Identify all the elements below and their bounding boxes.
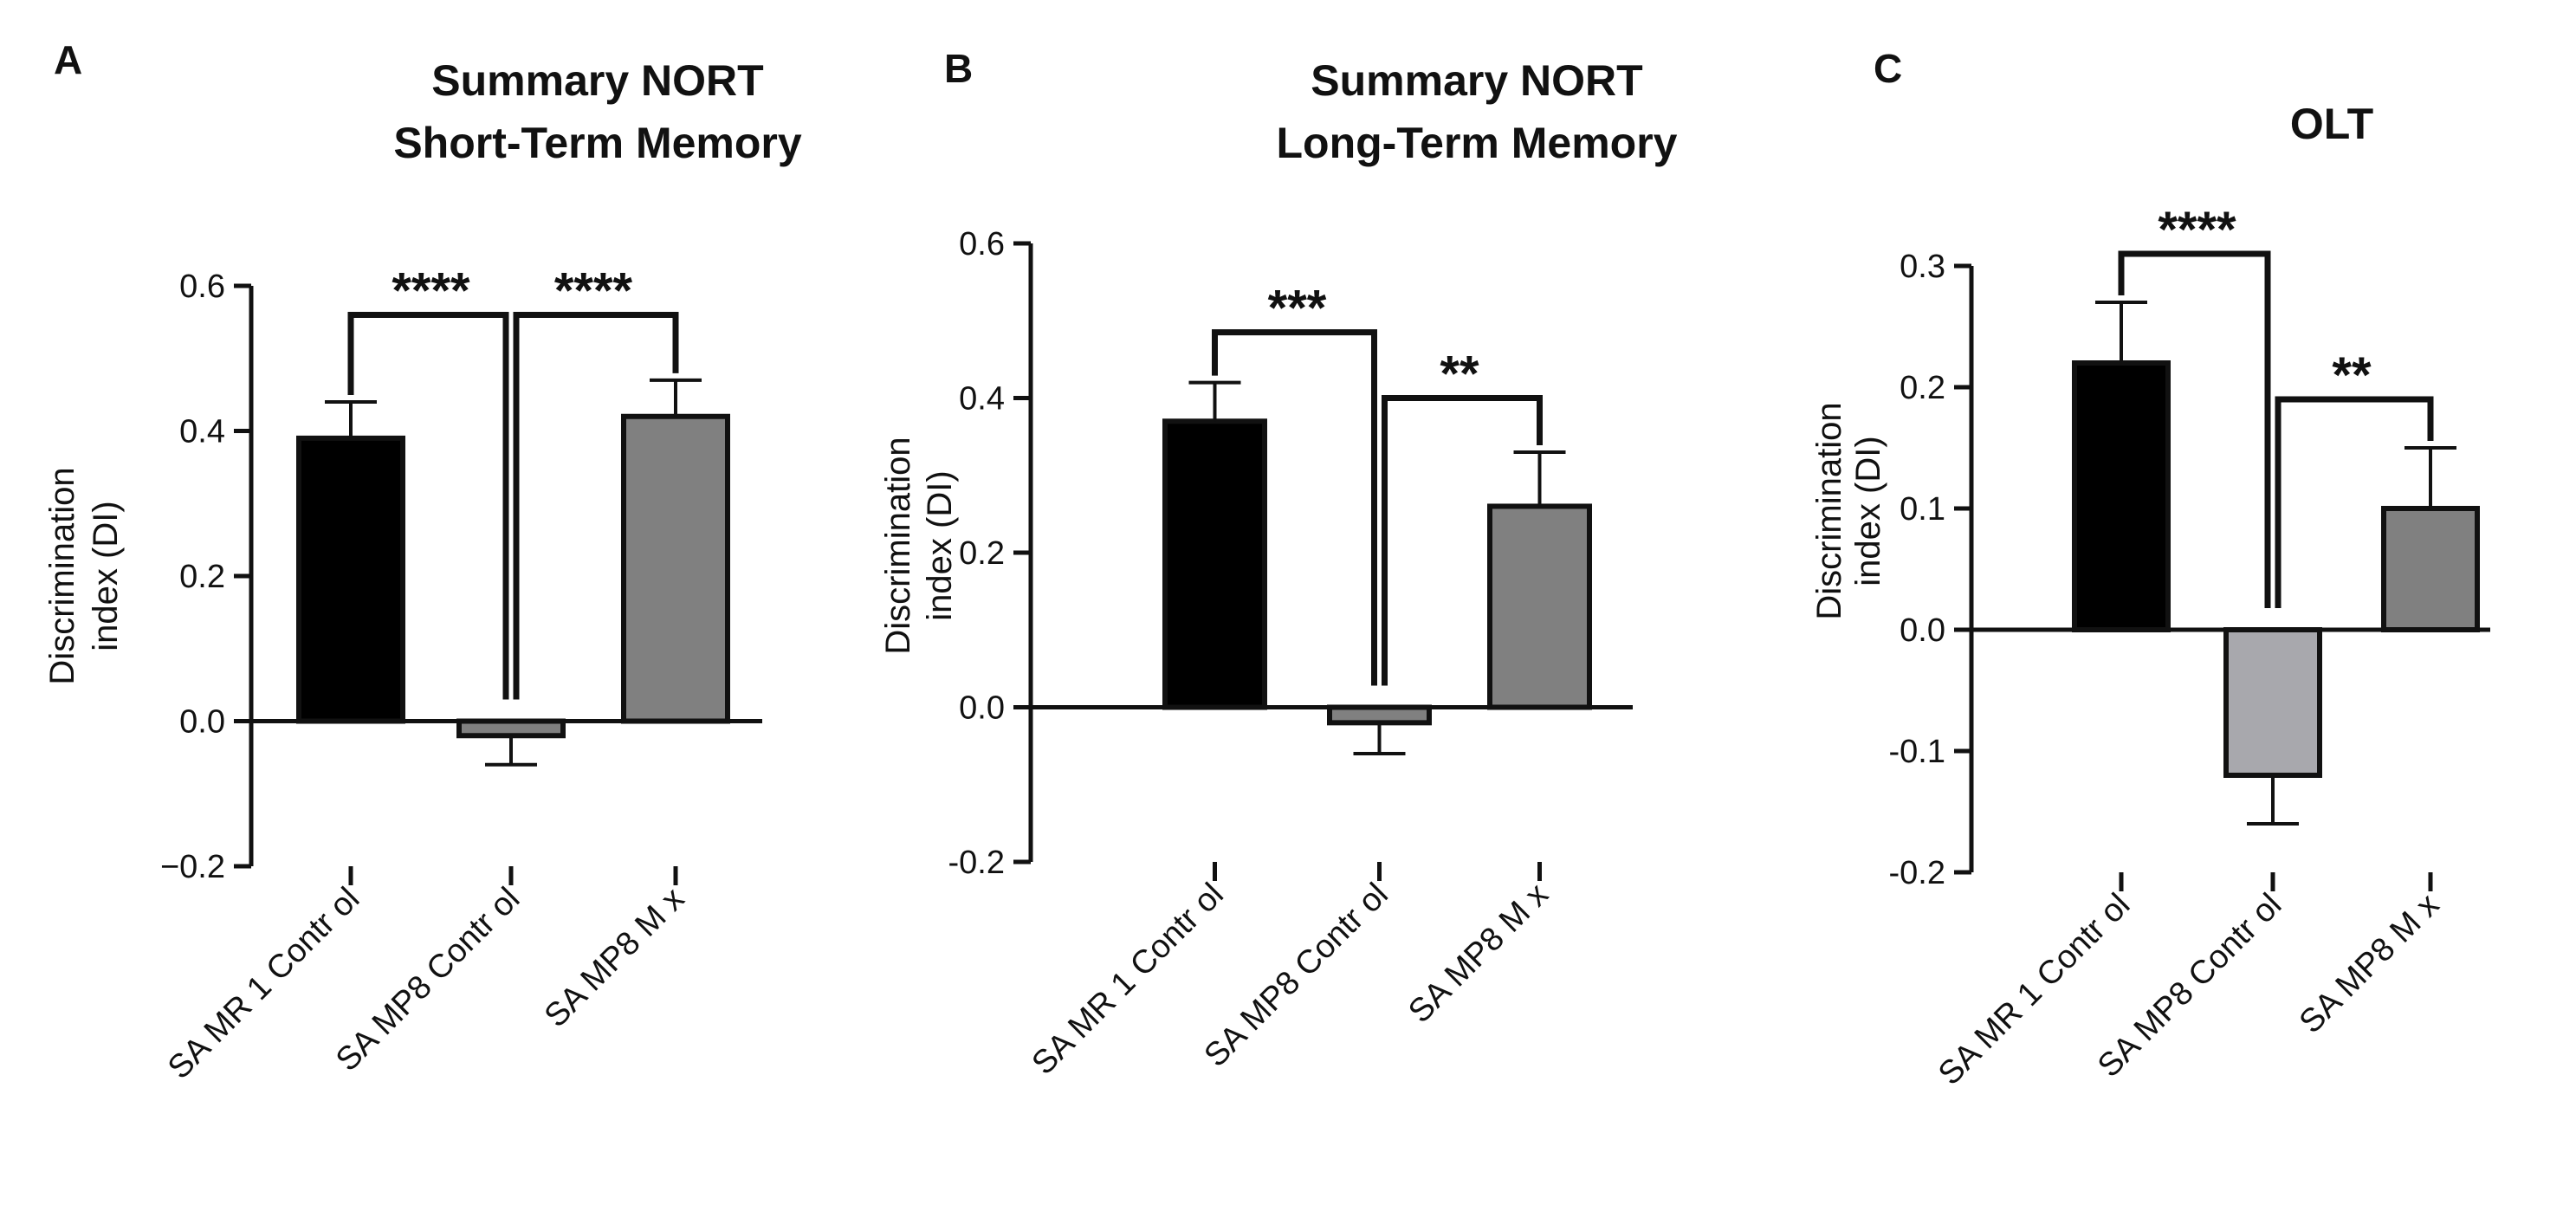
panel-c-category-label-3: SA MP8 M x <box>2293 887 2447 1041</box>
panel-a-y-tick-label-2: 0.2 <box>179 559 225 595</box>
panel-a-y-axis-label-line-2: index (DI) <box>87 501 125 651</box>
panel-a-significance-label-1: **** <box>392 263 470 320</box>
panel-c-y-tick-label-4: 0.2 <box>1900 370 1945 406</box>
panel-b-y-axis-label-line-1: Discrimination <box>879 437 917 654</box>
panel-c-significance-bracket-1 <box>2118 250 2271 608</box>
panel-c-bar-3 <box>2381 506 2480 632</box>
panel-c-y-axis-label-line-2: index (DI) <box>1849 436 1887 586</box>
panel-c-y-tick-label-1: -0.1 <box>1889 734 1945 770</box>
panel-a-bar-2 <box>456 718 566 739</box>
panel-c-y-tick-label-5: 0.3 <box>1900 249 1945 285</box>
panel-a-title-line-2: Short-Term Memory <box>393 119 802 167</box>
panel-b-y-tick-label-3: 0.4 <box>959 381 1005 418</box>
panel-a-y-axis-label-line-1: Discrimination <box>43 467 81 684</box>
panel-a-bar-1 <box>296 435 405 724</box>
panel-a-y-tick-label-4: 0.6 <box>179 269 225 305</box>
panel-b-letter: B <box>944 46 973 91</box>
panel-b-bar-2 <box>1327 704 1432 726</box>
panel-b: B Summary NORT Long-Term Memory Discriminat… <box>879 46 1678 1082</box>
panel-b-significance-bracket-2 <box>1382 395 1543 686</box>
panel-b-bar-3 <box>1487 503 1592 710</box>
panel-b-significance-label-2: ** <box>1440 346 1479 403</box>
panel-c-bar-2 <box>2223 627 2322 778</box>
panel-a: A Summary NORT Short-Term Memory Discrimina… <box>43 37 802 1086</box>
panel-a-y-tick-label-0: −0.2 <box>160 849 225 885</box>
panel-a-title-line-1: Summary NORT <box>431 56 763 105</box>
panel-c-y-tick-label-0: -0.2 <box>1889 855 1945 891</box>
panel-b-title-line-2: Long-Term Memory <box>1277 119 1678 167</box>
panel-a-significance-label-2: **** <box>554 263 633 320</box>
panel-c-y-tick-label-3: 0.1 <box>1900 491 1945 528</box>
panel-b-title-line-1: Summary NORT <box>1311 56 1642 105</box>
panel-b-significance-label-1: *** <box>1268 281 1327 337</box>
panel-c-bar-1 <box>2072 360 2171 632</box>
panel-a-significance-bracket-1 <box>347 312 509 700</box>
panel-b-y-tick-label-1: 0.0 <box>959 690 1005 727</box>
panel-b-y-tick-label-4: 0.6 <box>959 226 1005 262</box>
panel-a-category-label-3: SA MP8 M x <box>538 881 692 1035</box>
panel-c-letter: C <box>1874 46 1902 91</box>
panel-b-bar-1 <box>1162 418 1267 710</box>
panel-c-y-tick-label-2: 0.0 <box>1900 612 1945 649</box>
panel-c-significance-bracket-2 <box>2275 396 2434 608</box>
panel-b-y-tick-label-0: -0.2 <box>948 845 1005 881</box>
panel-c-y-axis-label-line-1: Discrimination <box>1810 402 1848 619</box>
panel-a-letter: A <box>54 37 82 82</box>
panel-c-title-line-1: OLT <box>2290 100 2373 148</box>
panel-a-y-tick-label-1: 0.0 <box>179 704 225 741</box>
panel-c-significance-label-2: ** <box>2332 347 2372 404</box>
panel-a-y-tick-label-3: 0.4 <box>179 414 225 450</box>
panel-b-significance-bracket-1 <box>1212 329 1377 686</box>
panel-b-y-axis-label-line-2: index (DI) <box>921 470 959 620</box>
panel-b-category-label-3: SA MP8 M x <box>1401 877 1556 1031</box>
panel-b-category-label-2: SA MP8 Contr ol <box>1198 877 1395 1074</box>
panel-c: C OLT Discrimination index (DI) -0.2 -0.1 0.0 0… <box>1810 46 2490 1092</box>
panel-a-bar-3 <box>621 413 730 724</box>
panel-b-y-tick-label-2: 0.2 <box>959 535 1005 572</box>
panel-c-significance-label-1: **** <box>2158 202 2236 258</box>
panel-a-significance-bracket-2 <box>513 312 679 700</box>
